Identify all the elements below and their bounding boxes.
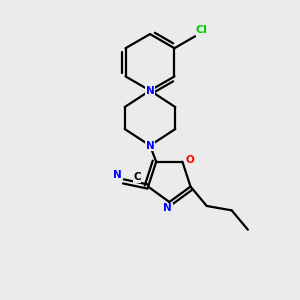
- Text: N: N: [146, 140, 154, 151]
- Text: N: N: [146, 85, 154, 96]
- Text: Cl: Cl: [196, 25, 208, 35]
- Text: N: N: [164, 203, 172, 214]
- Text: N: N: [113, 170, 122, 180]
- Text: C: C: [133, 172, 141, 182]
- Text: O: O: [185, 155, 194, 165]
